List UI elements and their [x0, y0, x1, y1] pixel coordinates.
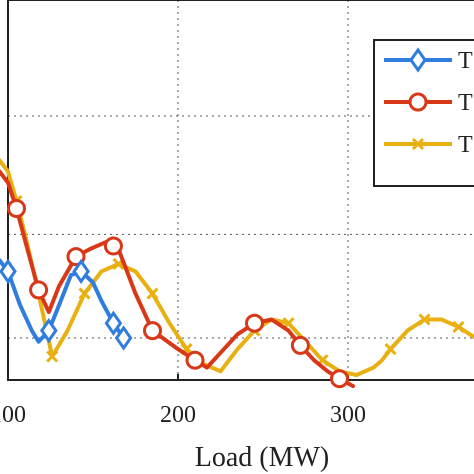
data-point-circle — [7, 199, 26, 218]
x-tick-label: 100 — [0, 402, 26, 428]
x-tick-label: 200 — [160, 402, 196, 428]
series-diamond — [0, 258, 133, 351]
data-point-x — [411, 137, 425, 151]
data-point-circle — [143, 321, 162, 341]
data-point-circle — [330, 369, 349, 389]
legend-label: T — [458, 90, 473, 116]
series-circle — [0, 169, 356, 389]
legend-entry: T — [384, 47, 473, 74]
data-point-circle — [245, 313, 264, 333]
data-point-circle — [408, 92, 428, 112]
series-group — [0, 158, 474, 389]
data-point-x — [384, 343, 397, 356]
legend-entry: T — [384, 132, 473, 158]
data-point-circle — [290, 335, 310, 355]
data-point-x — [418, 313, 431, 326]
data-point-x — [78, 287, 91, 300]
data-point-x — [46, 350, 59, 363]
series-line — [0, 258, 126, 344]
data-point-circle — [185, 350, 205, 370]
data-point-diamond — [104, 310, 123, 336]
legend-label: T — [458, 132, 473, 158]
data-point-diamond — [0, 258, 17, 285]
data-point-x — [146, 287, 159, 300]
data-point-circle — [29, 280, 49, 300]
data-point-diamond — [114, 325, 133, 351]
data-point-circle — [103, 236, 123, 256]
data-point-diamond — [72, 258, 90, 285]
legend: TTT — [373, 39, 474, 187]
legend-entry: T — [384, 90, 473, 116]
data-point-x — [452, 320, 465, 333]
plot-area-frame — [7, 0, 474, 381]
data-point-diamond — [409, 47, 427, 73]
legend-label: T — [458, 48, 473, 74]
x-axis-label: Load (MW) — [195, 442, 330, 473]
data-point-diamond — [39, 317, 58, 344]
legend-box — [373, 39, 474, 187]
x-tick-label: 300 — [330, 402, 366, 428]
